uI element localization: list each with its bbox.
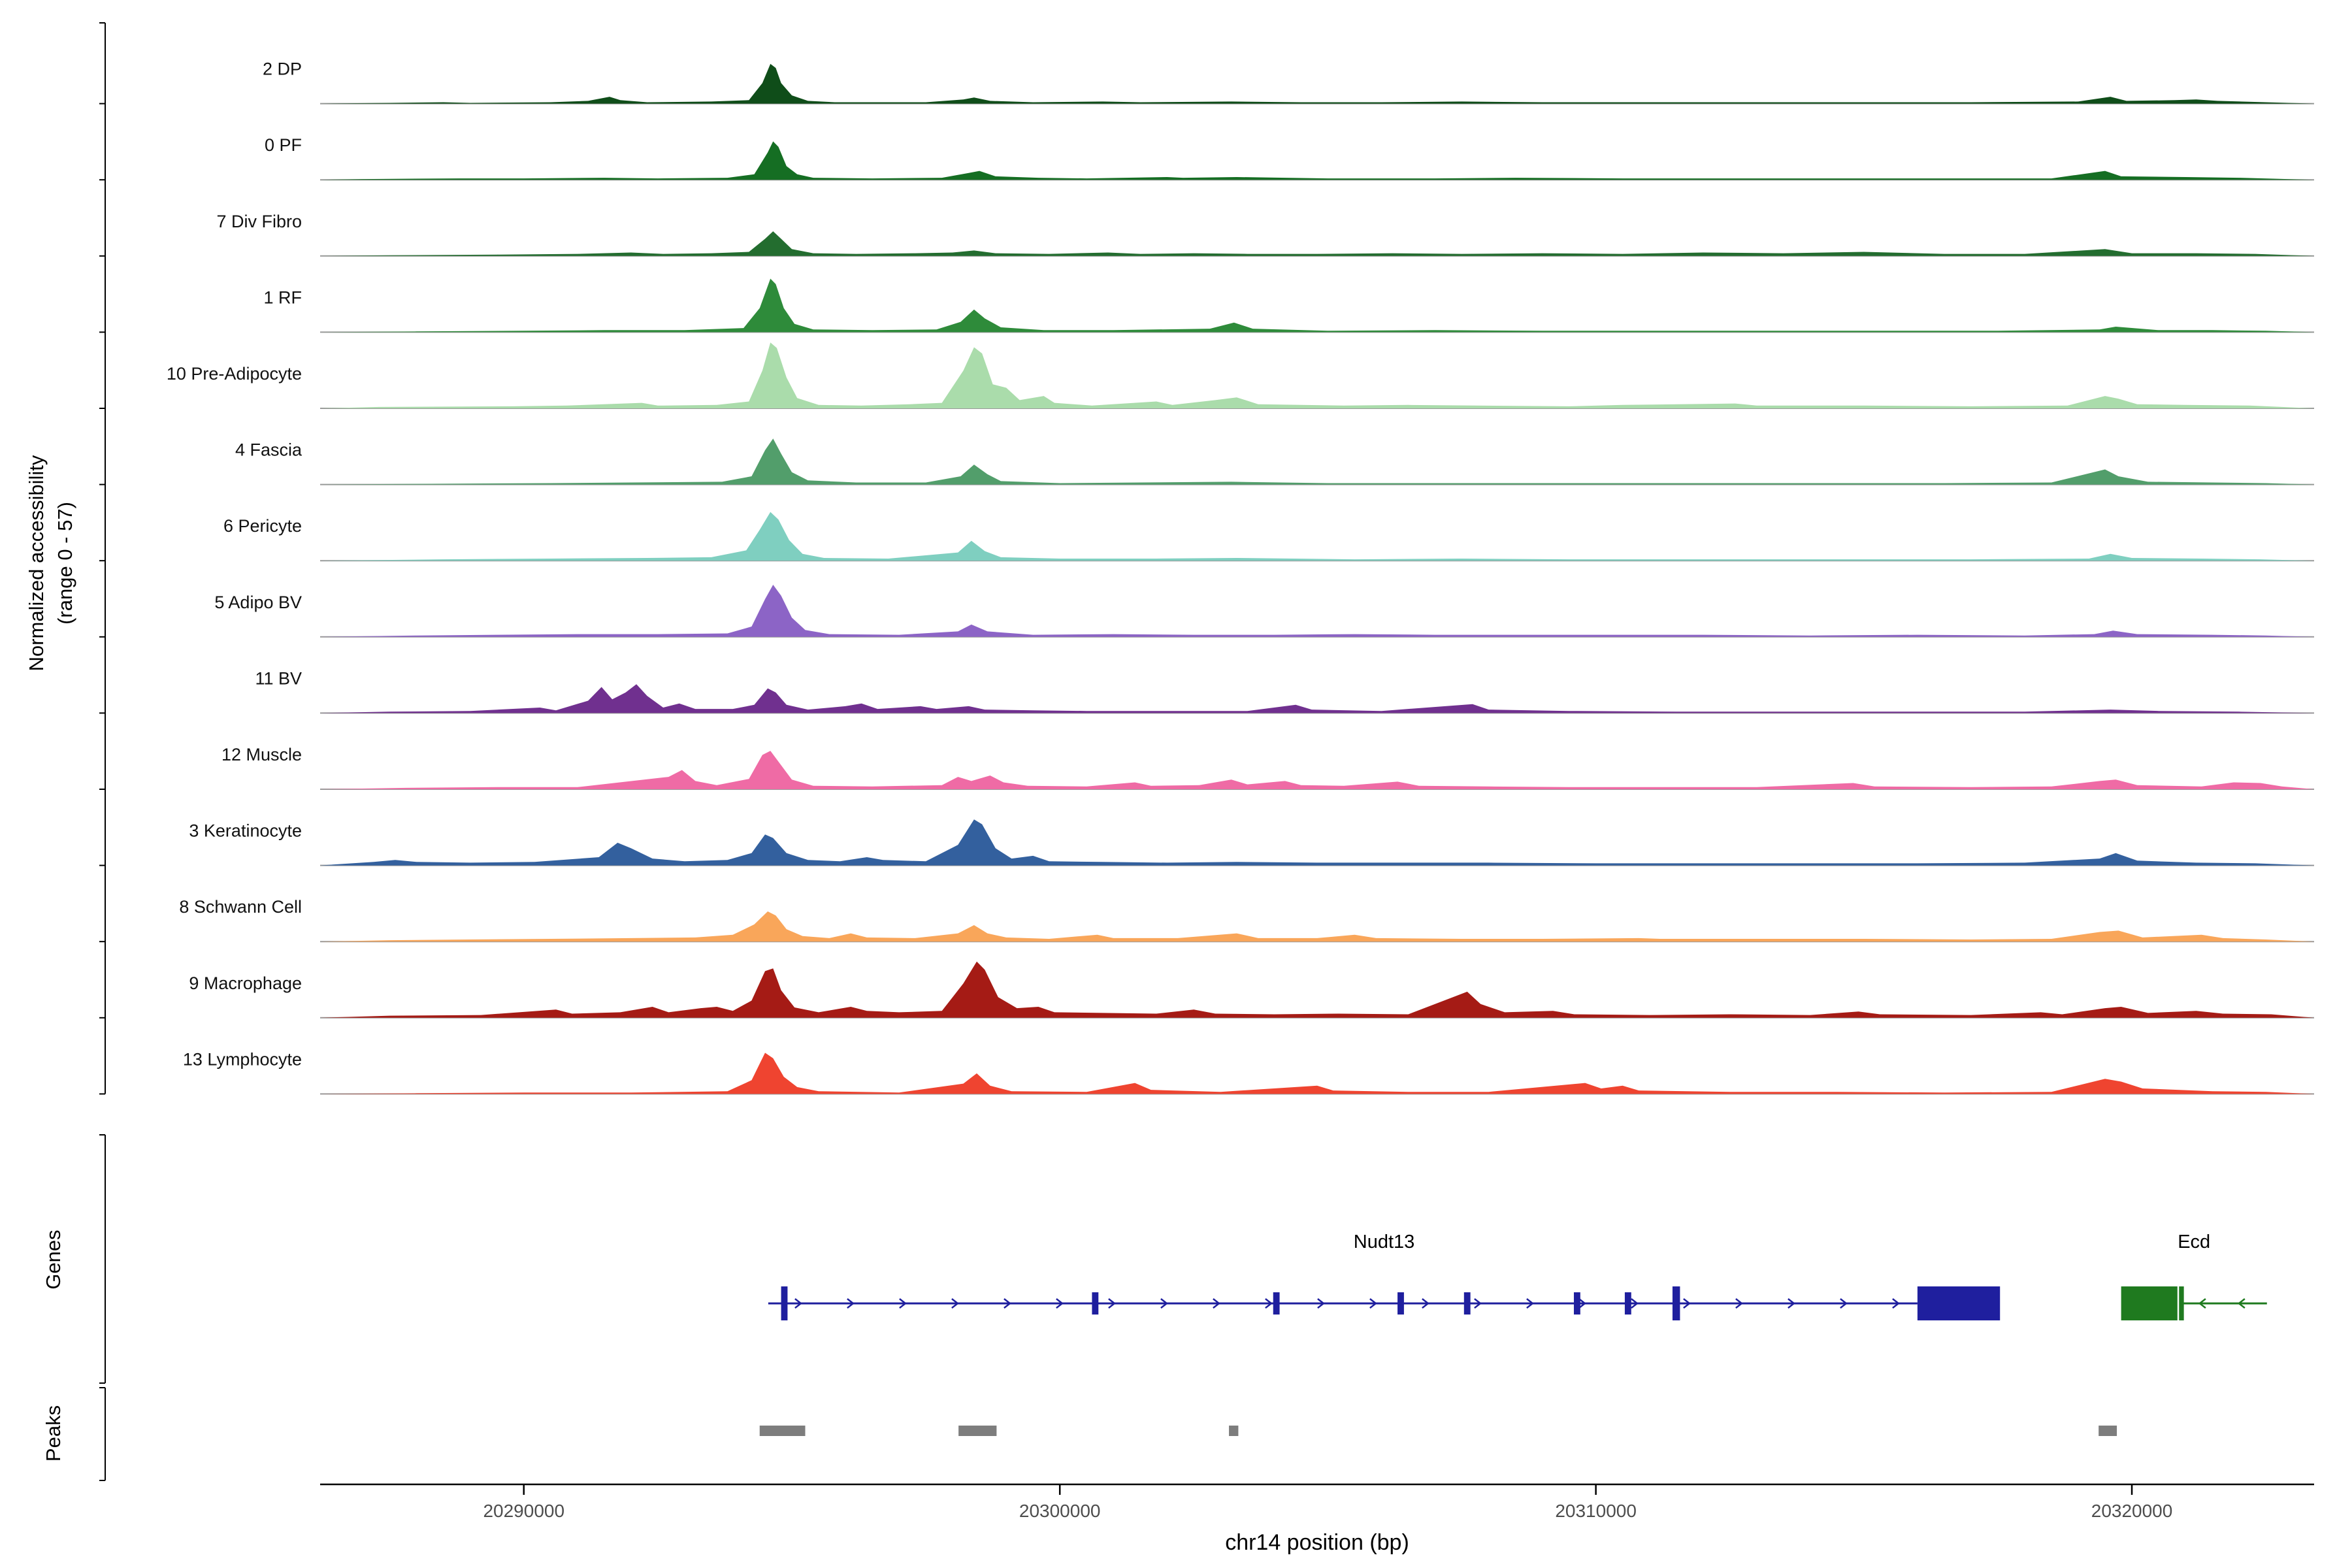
accessibility-tracks: 2 DP 0 PF 7 Div Fibro 1 RF 10 Pre-Adipocyte 4…	[99, 22, 2314, 1095]
strand-arrow-right-icon	[1265, 1298, 1273, 1309]
strand-arrow-left-icon	[2237, 1298, 2246, 1309]
track-area-2-dp	[320, 63, 2314, 104]
strand-arrow-right-icon	[1422, 1298, 1429, 1309]
track-label-13-lymphocyte: 13 Lymphocyte	[183, 1049, 302, 1069]
y-axis-title-line2: (range 0 - 57)	[54, 502, 76, 625]
x-axis-tick-label: 20320000	[2091, 1501, 2173, 1521]
track-label-5-adipo-bv: 5 Adipo BV	[214, 593, 302, 612]
strand-arrow-right-icon	[899, 1298, 907, 1309]
track-area-11-bv	[320, 684, 2314, 713]
peak-region	[1229, 1426, 1239, 1436]
gene-exon-ecd	[2179, 1286, 2184, 1320]
strand-arrow-right-icon	[1160, 1298, 1168, 1309]
strand-arrow-right-icon	[1056, 1298, 1064, 1309]
strand-arrow-right-icon	[1735, 1298, 1743, 1309]
track-label-11-bv: 11 BV	[255, 668, 302, 688]
track-area-3-keratinocyte	[320, 819, 2314, 866]
track-area-5-adipo-bv	[320, 585, 2314, 637]
gene-exon-nudt13	[1917, 1286, 2001, 1320]
x-axis-title: chr14 position (bp)	[1225, 1530, 1409, 1555]
track-area-1-rf	[320, 278, 2314, 333]
track-label-2-dp: 2 DP	[263, 59, 302, 79]
strand-arrow-right-icon	[1631, 1298, 1639, 1309]
strand-arrow-right-icon	[1004, 1298, 1011, 1309]
strand-arrow-right-icon	[1526, 1298, 1534, 1309]
gene-exon-nudt13	[1397, 1292, 1404, 1315]
track-area-6-pericyte	[320, 512, 2314, 561]
gene-exon-nudt13	[1624, 1292, 1631, 1315]
gene-exon-nudt13	[781, 1286, 788, 1320]
gene-exon-nudt13	[1672, 1286, 1680, 1320]
gene-label-ecd: Ecd	[2178, 1232, 2210, 1252]
strand-arrow-left-icon	[2198, 1298, 2206, 1309]
gene-label-nudt13: Nudt13	[1354, 1232, 1415, 1252]
x-axis-tick-label: 20310000	[1555, 1501, 1637, 1521]
track-label-6-pericyte: 6 Pericyte	[223, 516, 302, 536]
track-area-0-pf	[320, 141, 2314, 180]
track-label-12-muscle: 12 Muscle	[221, 745, 302, 764]
track-label-7-div-fibro: 7 Div Fibro	[216, 212, 302, 231]
gene-exon-ecd	[2121, 1286, 2178, 1320]
track-label-1-rf: 1 RF	[263, 287, 302, 307]
track-label-3-keratinocyte: 3 Keratinocyte	[189, 821, 302, 841]
track-area-10-pre-adipocyte	[320, 342, 2314, 408]
track-area-13-lymphocyte	[320, 1053, 2314, 1094]
strand-arrow-right-icon	[794, 1298, 802, 1309]
strand-arrow-right-icon	[1578, 1298, 1586, 1309]
genes-track: Nudt13 Ecd	[99, 1134, 2267, 1384]
genes-section-label: Genes	[42, 1230, 65, 1289]
strand-arrow-right-icon	[1474, 1298, 1482, 1309]
track-area-7-div-fibro	[320, 231, 2314, 256]
track-area-12-muscle	[320, 751, 2314, 789]
peak-region	[2099, 1426, 2117, 1436]
strand-arrow-right-icon	[1317, 1298, 1325, 1309]
track-label-4-fascia: 4 Fascia	[235, 440, 302, 460]
strand-arrow-right-icon	[1788, 1298, 1795, 1309]
peak-region	[958, 1426, 997, 1436]
strand-arrow-right-icon	[1840, 1298, 1848, 1309]
track-label-9-macrophage: 9 Macrophage	[189, 973, 302, 993]
strand-arrow-right-icon	[951, 1298, 959, 1309]
gene-exon-nudt13	[1573, 1292, 1580, 1315]
x-axis: 20290000 20300000 20310000 20320000	[320, 1483, 2314, 1521]
track-label-8-schwann-cell: 8 Schwann Cell	[179, 897, 302, 917]
peak-region	[759, 1426, 806, 1436]
peaks-track	[99, 1387, 2117, 1481]
track-label-0-pf: 0 PF	[265, 135, 302, 155]
strand-arrow-right-icon	[1683, 1298, 1691, 1309]
track-area-4-fascia	[320, 438, 2314, 485]
strand-arrow-right-icon	[1892, 1298, 1900, 1309]
strand-arrow-right-icon	[1108, 1298, 1116, 1309]
track-area-9-macrophage	[320, 961, 2314, 1018]
y-axis-title-line1: Normalized accessibility	[25, 455, 48, 671]
gene-exon-nudt13	[1092, 1292, 1099, 1315]
gene-exon-nudt13	[1273, 1292, 1280, 1315]
x-axis-tick-label: 20290000	[483, 1501, 564, 1521]
strand-arrow-right-icon	[847, 1298, 855, 1309]
peaks-section-label: Peaks	[42, 1405, 65, 1462]
x-axis-tick-label: 20300000	[1019, 1501, 1101, 1521]
strand-arrow-right-icon	[1213, 1298, 1220, 1309]
track-label-10-pre-adipocyte: 10 Pre-Adipocyte	[167, 364, 302, 384]
strand-arrow-right-icon	[1369, 1298, 1377, 1309]
track-area-8-schwann-cell	[320, 911, 2314, 942]
gene-exon-nudt13	[1463, 1292, 1471, 1315]
